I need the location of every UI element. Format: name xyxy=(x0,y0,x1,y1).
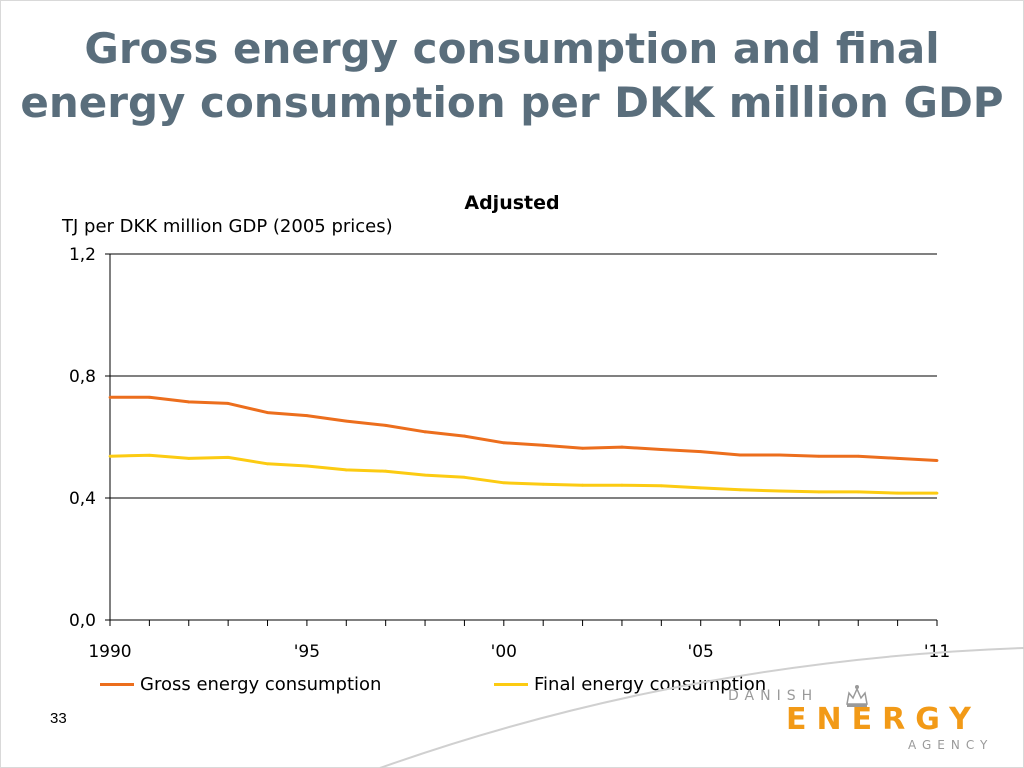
slide-title: Gross energy consumption and final energ… xyxy=(20,24,1004,127)
series-1-point-21 xyxy=(935,491,939,495)
series-1-point-18 xyxy=(817,490,821,494)
legend-item-final: Final energy consumption xyxy=(494,674,766,695)
series-0-point-13 xyxy=(620,445,624,449)
series-1-point-12 xyxy=(581,483,584,487)
series-0-point-18 xyxy=(817,454,821,458)
page-number: 33 xyxy=(50,710,67,727)
logo-text-danish: DANISH xyxy=(728,688,819,704)
series-1-point-19 xyxy=(856,490,860,494)
series-0-point-7 xyxy=(384,424,388,427)
legend-swatch-final xyxy=(494,683,528,686)
y-tick-label-1: 0,4 xyxy=(69,489,96,509)
series-0-point-5 xyxy=(305,414,309,418)
legend-swatch-gross xyxy=(100,683,134,686)
chart-subtitle: Adjusted xyxy=(464,192,560,214)
logo-text-energy: ENERGY xyxy=(786,702,981,737)
legend-item-gross: Gross energy consumption xyxy=(100,674,381,695)
series-0-point-16 xyxy=(738,453,742,457)
legend-label-gross: Gross energy consumption xyxy=(140,674,382,695)
x-tick-label-3: '05 xyxy=(688,642,714,662)
logo-text-agency: AGENCY xyxy=(908,738,994,752)
y-axis-label: TJ per DKK million GDP (2005 prices) xyxy=(62,216,393,237)
series-0-point-20 xyxy=(896,456,900,460)
series-0-point-8 xyxy=(423,430,427,434)
series-0-point-14 xyxy=(659,448,663,451)
x-axis-ticks: 1990 '95 '00 '05 '11 xyxy=(88,620,950,662)
series-1-point-13 xyxy=(620,483,624,487)
series-1-point-20 xyxy=(896,491,900,495)
series-0-point-15 xyxy=(699,450,703,454)
series-1-point-3 xyxy=(226,456,230,459)
series-1-point-4 xyxy=(266,462,269,466)
series-1-point-8 xyxy=(423,473,427,477)
series-1-point-11 xyxy=(541,482,545,486)
series-0-point-1 xyxy=(147,395,151,399)
series-1-point-7 xyxy=(384,469,388,473)
chart-gridlines xyxy=(110,253,937,499)
series-0-point-6 xyxy=(344,419,348,423)
y-tick-label-2: 0,8 xyxy=(69,367,96,387)
series-0-point-4 xyxy=(266,411,269,414)
x-tick-label-0: 1990 xyxy=(88,642,131,662)
series-line-0 xyxy=(110,395,938,462)
series-0-point-3 xyxy=(226,402,230,405)
series-0-point-11 xyxy=(541,443,545,447)
y-tick-label-0: 0,0 xyxy=(69,611,96,631)
series-0-point-2 xyxy=(187,400,191,404)
crown-icon xyxy=(846,685,868,707)
series-1-point-6 xyxy=(344,468,348,472)
x-tick-label-4: '11 xyxy=(924,642,950,662)
chart-series xyxy=(108,395,939,495)
series-0-point-0 xyxy=(108,395,112,399)
series-1-point-16 xyxy=(738,488,742,492)
series-0-point-17 xyxy=(778,453,781,457)
series-1-point-17 xyxy=(778,489,781,493)
series-1-point-15 xyxy=(699,486,703,490)
chart-axes xyxy=(109,254,937,621)
y-tick-label-3: 1,2 xyxy=(69,245,96,265)
series-1-point-2 xyxy=(187,456,191,460)
series-0-point-19 xyxy=(856,454,860,458)
x-tick-label-1: '95 xyxy=(294,642,320,662)
series-1-point-1 xyxy=(147,453,151,457)
series-1-point-10 xyxy=(502,481,506,485)
series-1-point-5 xyxy=(305,464,309,468)
series-0-point-12 xyxy=(581,446,584,450)
series-1-point-0 xyxy=(108,454,112,458)
series-0-point-10 xyxy=(502,441,506,445)
series-0-point-9 xyxy=(463,434,466,438)
series-line-1 xyxy=(109,453,937,495)
series-1-point-9 xyxy=(463,475,466,479)
series-1-point-14 xyxy=(659,484,663,488)
series-0-point-21 xyxy=(935,459,939,462)
danish-energy-agency-logo: DANISH ENERGY AGENCY xyxy=(728,684,998,756)
x-tick-label-2: '00 xyxy=(491,642,517,662)
y-axis-ticks: 0,0 0,4 0,8 1,2 xyxy=(69,245,110,631)
